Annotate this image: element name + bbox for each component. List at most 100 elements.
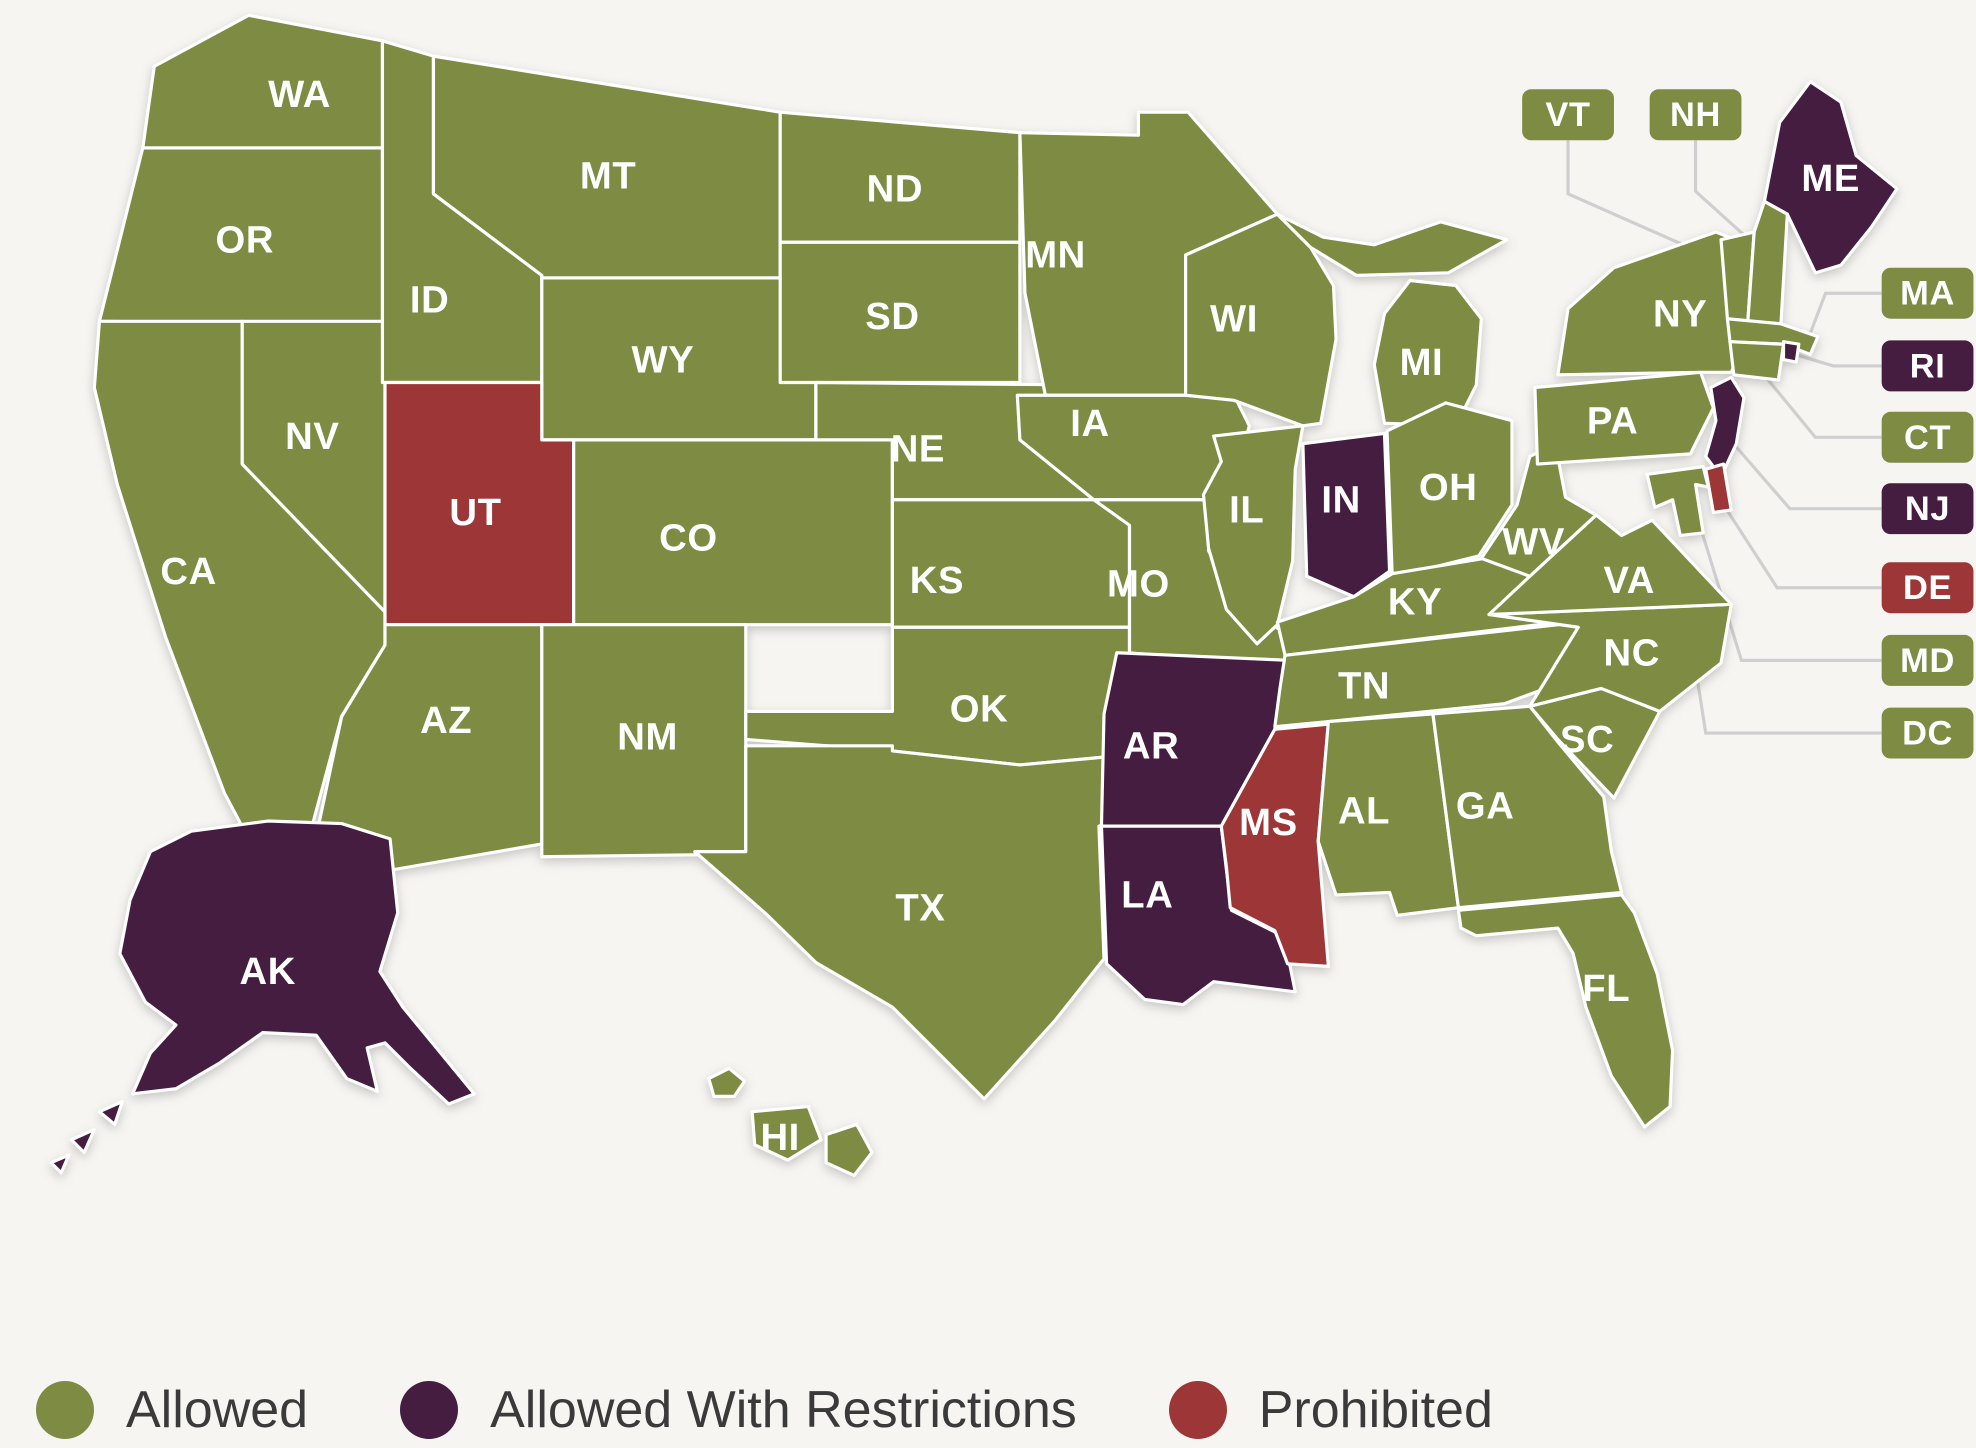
state-label-AZ: AZ	[420, 699, 472, 742]
state-IL	[1201, 424, 1305, 646]
callout-line-RI	[1794, 352, 1882, 368]
callout-box-MA	[1881, 267, 1974, 319]
state-label-KY: KY	[1388, 581, 1442, 624]
state-NJ	[1704, 375, 1746, 479]
callout-label-MA: MA	[1900, 275, 1955, 313]
state-HI	[707, 1066, 874, 1178]
callout-boxes-layer: VT NH MA RI CT NJ DE MD DC	[1522, 89, 1974, 759]
state-label-HI: HI	[760, 1116, 800, 1159]
state-label-MS: MS	[1239, 801, 1298, 844]
state-MD	[1645, 465, 1710, 538]
state-label-WV: WV	[1502, 521, 1565, 564]
legend-item-prohibited: Prohibited	[1168, 1380, 1493, 1440]
state-label-NM: NM	[617, 716, 678, 759]
callout-line-CT	[1760, 371, 1882, 439]
state-IN	[1301, 431, 1392, 599]
state-label-TN: TN	[1338, 665, 1390, 708]
state-label-OK: OK	[950, 688, 1009, 731]
state-label-SD: SD	[865, 295, 919, 338]
callout-label-NJ: NJ	[1905, 490, 1950, 528]
state-RI	[1781, 340, 1801, 364]
state-label-AL: AL	[1338, 790, 1390, 833]
state-label-MN: MN	[1025, 234, 1086, 277]
legend-swatch-allowed-icon	[36, 1381, 94, 1439]
state-PA	[1533, 370, 1715, 466]
state-label-WI: WI	[1210, 297, 1258, 340]
state-label-MT: MT	[580, 155, 636, 198]
callout-box-VT	[1522, 89, 1614, 141]
callout-line-VT	[1566, 140, 1725, 265]
callout-label-VT: VT	[1545, 96, 1590, 134]
state-NC	[1487, 602, 1733, 713]
state-ME	[1762, 80, 1899, 275]
state-label-NC: NC	[1604, 631, 1661, 674]
callout-box-RI	[1881, 340, 1974, 392]
callout-label-DC: DC	[1902, 715, 1953, 753]
state-label-IA: IA	[1070, 402, 1110, 445]
callout-box-NJ	[1881, 483, 1974, 535]
callout-label-MD: MD	[1900, 642, 1955, 680]
legend-swatch-prohibited-icon	[1168, 1381, 1227, 1439]
state-label-IN: IN	[1321, 479, 1361, 522]
state-label-NV: NV	[285, 415, 339, 458]
state-label-WY: WY	[631, 338, 694, 381]
state-AK	[49, 819, 476, 1175]
state-label-GA: GA	[1456, 784, 1515, 827]
state-label-AR: AR	[1123, 725, 1180, 768]
callout-label-CT: CT	[1904, 419, 1951, 457]
state-label-FL: FL	[1582, 967, 1630, 1010]
state-label-ND: ND	[867, 167, 924, 210]
callout-line-MA	[1807, 291, 1882, 338]
state-label-KS: KS	[910, 559, 964, 602]
legend-swatch-restricted-icon	[400, 1381, 459, 1439]
state-CO	[572, 438, 894, 627]
legend-item-restricted: Allowed With Restrictions	[400, 1380, 1077, 1440]
state-label-CO: CO	[659, 517, 718, 560]
legend: Allowed Allowed With Restrictions Prohib…	[36, 1378, 1493, 1442]
state-labels-layer: WA OR CA NV ID MT WY UT CO AZ NM ND SD NE KS OK TX MN IA MO…	[160, 73, 1860, 1159]
state-label-CA: CA	[160, 550, 217, 593]
state-label-IL: IL	[1229, 489, 1264, 532]
state-TX	[693, 744, 1132, 1101]
state-label-NY: NY	[1653, 292, 1707, 335]
legend-label-restricted: Allowed With Restrictions	[490, 1381, 1077, 1439]
state-label-AK: AK	[239, 950, 296, 993]
state-WV	[1479, 442, 1598, 578]
state-DE	[1704, 462, 1733, 515]
state-label-LA: LA	[1121, 874, 1173, 917]
state-label-WA: WA	[268, 73, 331, 116]
legend-item-allowed: Allowed	[36, 1380, 308, 1440]
state-label-SC: SC	[1560, 718, 1614, 761]
state-CT	[1728, 340, 1786, 382]
callout-label-NH: NH	[1670, 96, 1721, 134]
states-layer	[49, 13, 1899, 1178]
legend-label-allowed: Allowed	[126, 1381, 309, 1439]
state-NH	[1746, 199, 1789, 326]
state-SD	[778, 240, 1022, 385]
callout-box-DE	[1881, 562, 1974, 614]
callout-line-NJ	[1730, 440, 1882, 511]
state-label-PA: PA	[1587, 399, 1639, 442]
state-label-TX: TX	[895, 886, 945, 929]
callout-box-NH	[1649, 89, 1742, 141]
state-label-ME: ME	[1801, 157, 1860, 200]
callout-line-NH	[1693, 140, 1762, 252]
callout-line-MD	[1699, 527, 1882, 662]
callout-line-DE	[1722, 504, 1882, 590]
state-FL	[1456, 893, 1675, 1129]
callout-box-MD	[1881, 634, 1974, 686]
callout-label-RI: RI	[1910, 347, 1946, 385]
state-label-OR: OR	[215, 218, 274, 261]
callout-box-DC	[1881, 707, 1974, 759]
state-label-UT: UT	[449, 491, 501, 534]
state-label-MI: MI	[1400, 341, 1444, 384]
state-WA	[141, 13, 385, 150]
state-label-OH: OH	[1419, 466, 1478, 509]
legend-label-prohibited: Prohibited	[1258, 1381, 1493, 1439]
callout-box-CT	[1881, 411, 1974, 463]
state-label-NE: NE	[891, 428, 945, 471]
state-label-ID: ID	[410, 278, 450, 321]
state-label-MO: MO	[1107, 563, 1170, 606]
